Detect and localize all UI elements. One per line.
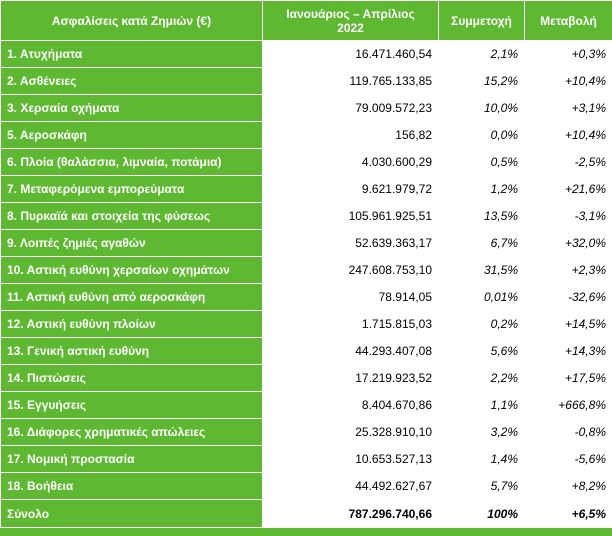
row-label: 11. Αστική ευθύνη από αεροσκάφη xyxy=(0,283,263,311)
row-share: 10,0% xyxy=(438,94,525,122)
table-row: 15. Εγγυήσεις 8.404.670,86 1,1% +666,8% xyxy=(0,391,612,419)
table-row: 17. Νομική προστασία 10.653.527,13 1,4% -5,… xyxy=(0,445,612,473)
row-change: +21,6% xyxy=(524,175,612,203)
row-change: +3,1% xyxy=(524,94,612,122)
row-label: 17. Νομική προστασία xyxy=(0,445,263,473)
row-amount: 78.914,05 xyxy=(262,283,439,311)
row-label: 13. Γενική αστική ευθύνη xyxy=(0,337,263,365)
row-change: +10,4% xyxy=(524,67,612,95)
row-share: 1,4% xyxy=(438,445,525,473)
table-row: 5. Αεροσκάφη 156,82 0,0% +10,4% xyxy=(0,121,612,149)
row-amount: 9.621.979,72 xyxy=(262,175,439,203)
row-change: +2,3% xyxy=(524,256,612,284)
row-share: 1,2% xyxy=(438,175,525,203)
row-share: 2,1% xyxy=(438,40,525,68)
row-label: 12. Αστική ευθύνη πλοίων xyxy=(0,310,263,338)
row-amount: 4.030.600,29 xyxy=(262,148,439,176)
row-label: 15. Εγγυήσεις xyxy=(0,391,263,419)
table-row: 16. Διάφορες χρηματικές απώλειες 25.328.9… xyxy=(0,418,612,446)
header-label-column: Ασφαλίσεις κατά Ζημιών (€) xyxy=(0,0,263,41)
row-change: +32,0% xyxy=(524,229,612,257)
row-label: 3. Χερσαία οχήματα xyxy=(0,94,263,122)
row-amount: 44.492.627,67 xyxy=(262,472,439,500)
row-share: 2,2% xyxy=(438,364,525,392)
row-change: +8,2% xyxy=(524,472,612,500)
row-amount: 8.404.670,86 xyxy=(262,391,439,419)
row-share: 0,01% xyxy=(438,283,525,311)
row-change: +14,5% xyxy=(524,310,612,338)
row-change: +6,5% xyxy=(524,499,612,528)
row-share: 1,1% xyxy=(438,391,525,419)
row-amount: 119.765.133,85 xyxy=(262,67,439,95)
total-row: Σύνολο 787.296.740,66 100% +6,5% xyxy=(0,499,612,528)
row-amount: 1.715.815,03 xyxy=(262,310,439,338)
row-amount: 79.009.572,23 xyxy=(262,94,439,122)
row-share: 31,5% xyxy=(438,256,525,284)
table-row: 9. Λοιπές ζημιές αγαθών 52.639.363,17 6,7%… xyxy=(0,229,612,257)
row-label: 1. Ατυχήματα xyxy=(0,40,263,68)
header-period-line1: Ιανουάριος – Απρίλιος xyxy=(286,6,415,21)
table-row: 6. Πλοία (θαλάσσια, λιμναία, ποτάμια) 4.0… xyxy=(0,148,612,176)
row-label: 9. Λοιπές ζημιές αγαθών xyxy=(0,229,263,257)
header-period-line2: 2022 xyxy=(337,20,364,35)
row-share: 5,6% xyxy=(438,337,525,365)
row-label: 10. Αστική ευθύνη χερσαίων οχημάτων xyxy=(0,256,263,284)
row-share: 0,0% xyxy=(438,121,525,149)
row-amount: 787.296.740,66 xyxy=(262,499,439,528)
row-change: -2,5% xyxy=(524,148,612,176)
row-share: 6,7% xyxy=(438,229,525,257)
table-row: 7. Μεταφερόμενα εμπορεύματα 9.621.979,72 1… xyxy=(0,175,612,203)
table-row: 18. Βοήθεια 44.492.627,67 5,7% +8,2% xyxy=(0,472,612,500)
row-change: -0,8% xyxy=(524,418,612,446)
table-row: 10. Αστική ευθύνη χερσαίων οχημάτων 247.6… xyxy=(0,256,612,284)
row-share: 0,5% xyxy=(438,148,525,176)
table-row: 3. Χερσαία οχήματα 79.009.572,23 10,0% +3,1… xyxy=(0,94,612,122)
row-share: 100% xyxy=(438,499,525,528)
row-change: +17,5% xyxy=(524,364,612,392)
row-share: 5,7% xyxy=(438,472,525,500)
row-label: Σύνολο xyxy=(0,499,263,528)
row-amount: 25.328.910,10 xyxy=(262,418,439,446)
row-amount: 247.608.753,10 xyxy=(262,256,439,284)
row-label: 18. Βοήθεια xyxy=(0,472,263,500)
row-change: -32,6% xyxy=(524,283,612,311)
header-period-column: Ιανουάριος – Απρίλιος 2022 xyxy=(262,0,439,41)
row-amount: 156,82 xyxy=(262,121,439,149)
row-share: 0,2% xyxy=(438,310,525,338)
table-row: 14. Πιστώσεις 17.219.923,52 2,2% +17,5% xyxy=(0,364,612,392)
table-header: Ασφαλίσεις κατά Ζημιών (€) Ιανουάριος – … xyxy=(0,0,612,41)
row-amount: 10.653.527,13 xyxy=(262,445,439,473)
header-change-column: Μεταβολή xyxy=(524,0,612,41)
row-label: 5. Αεροσκάφη xyxy=(0,121,263,149)
table-row: 1. Ατυχήματα 16.471.460,54 2,1% +0,3% xyxy=(0,40,612,68)
header-share-column: Συμμετοχή xyxy=(438,0,525,41)
row-label: 16. Διάφορες χρηματικές απώλειες xyxy=(0,418,263,446)
row-change: -5,6% xyxy=(524,445,612,473)
row-change: +666,8% xyxy=(524,391,612,419)
row-label: 2. Ασθένειες xyxy=(0,67,263,95)
table-row: 8. Πυρκαϊά και στοιχεία της φύσεως 105.96… xyxy=(0,202,612,230)
row-amount: 52.639.363,17 xyxy=(262,229,439,257)
row-change: +0,3% xyxy=(524,40,612,68)
table-row: 11. Αστική ευθύνη από αεροσκάφη 78.914,05… xyxy=(0,283,612,311)
row-amount: 16.471.460,54 xyxy=(262,40,439,68)
row-share: 15,2% xyxy=(438,67,525,95)
row-amount: 44.293.407,08 xyxy=(262,337,439,365)
row-share: 13,5% xyxy=(438,202,525,230)
row-share: 3,2% xyxy=(438,418,525,446)
row-label: 6. Πλοία (θαλάσσια, λιμναία, ποτάμια) xyxy=(0,148,263,176)
table-row: 12. Αστική ευθύνη πλοίων 1.715.815,03 0,2%… xyxy=(0,310,612,338)
row-amount: 105.961.925,51 xyxy=(262,202,439,230)
row-change: +10,4% xyxy=(524,121,612,149)
row-label: 14. Πιστώσεις xyxy=(0,364,263,392)
row-amount: 17.219.923,52 xyxy=(262,364,439,392)
row-change: +14,3% xyxy=(524,337,612,365)
table-row: 2. Ασθένειες 119.765.133,85 15,2% +10,4% xyxy=(0,67,612,95)
row-label: 8. Πυρκαϊά και στοιχεία της φύσεως xyxy=(0,202,263,230)
table-row: 13. Γενική αστική ευθύνη 44.293.407,08 5,6… xyxy=(0,337,612,365)
row-label: 7. Μεταφερόμενα εμπορεύματα xyxy=(0,175,263,203)
row-change: -3,1% xyxy=(524,202,612,230)
